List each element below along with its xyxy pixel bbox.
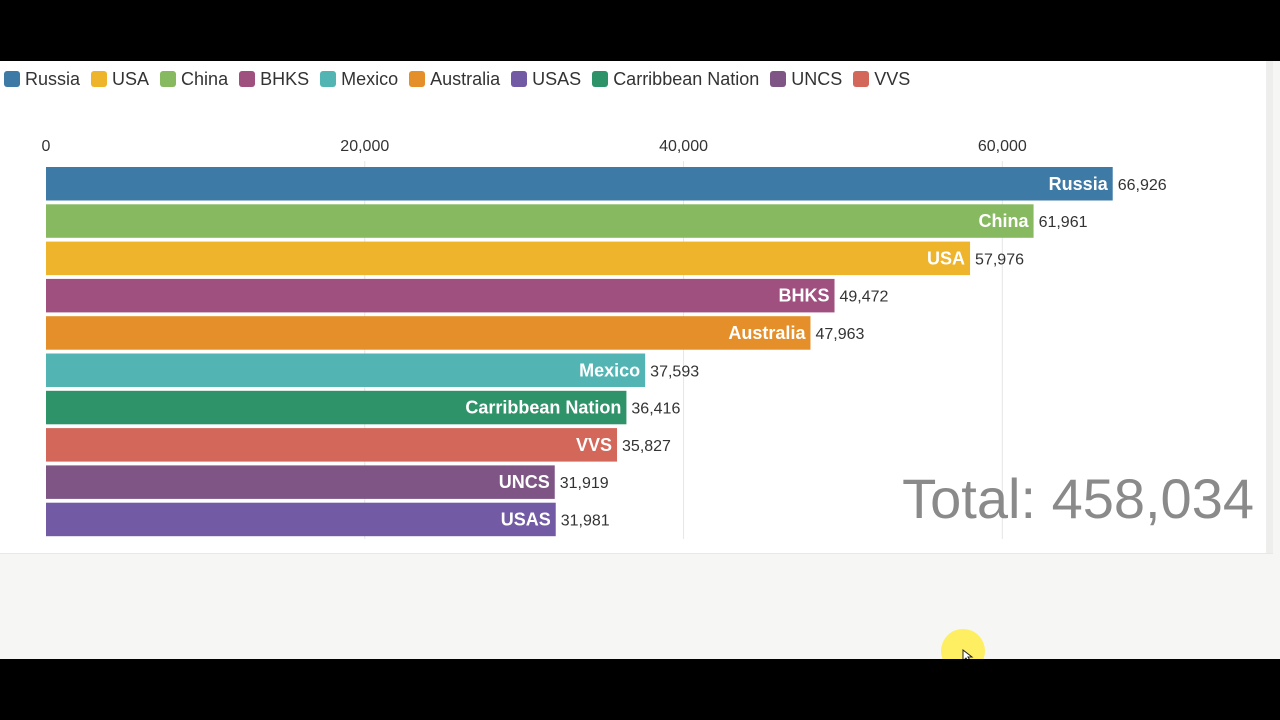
legend-swatch (91, 71, 108, 87)
scrollbar[interactable] (1266, 61, 1273, 553)
bar-value-label: 36,416 (631, 401, 680, 418)
legend-label: BHKS (260, 68, 310, 89)
legend-label: Carribbean Nation (613, 68, 760, 89)
legend-item: Russia (4, 69, 80, 90)
chart-panel: Russia USA China BHKS Mexico Australia USAS Car… (0, 61, 1273, 554)
x-tick-label: 0 (42, 138, 51, 155)
legend-label: Australia (430, 68, 501, 89)
legend-item: Mexico (320, 69, 398, 90)
legend-swatch (511, 71, 528, 87)
bar-value-label: 37,593 (650, 363, 699, 380)
x-tick-label: 20,000 (340, 138, 389, 155)
legend-label: USA (112, 68, 150, 89)
bar-category-label: UNCS (499, 472, 550, 492)
bar (46, 465, 555, 499)
legend-swatch (409, 71, 426, 87)
bar-value-label: 31,981 (561, 512, 610, 529)
legend-swatch (320, 71, 337, 87)
bar-category-label: USAS (501, 509, 551, 529)
legend-item: USAS (511, 69, 581, 90)
bar (46, 241, 971, 276)
bar-category-label: China (979, 211, 1030, 231)
bar-category-label: Carribbean Nation (465, 398, 621, 418)
bar-category-label: USA (927, 248, 965, 268)
bar (46, 390, 627, 425)
legend-swatch (853, 71, 870, 87)
bar-chart: 0 20,000 40,000 60,000 Russia 66,926 China 61,9… (42, 138, 1254, 539)
bar-value-label: 31,919 (560, 475, 609, 492)
legend-item: VVS (853, 69, 910, 90)
bar-value-label: 66,926 (1118, 177, 1167, 194)
legend-label: UNCS (791, 68, 843, 89)
mouse-pointer-icon (962, 649, 974, 659)
legend-swatch (239, 71, 256, 87)
x-tick-label: 60,000 (978, 138, 1027, 155)
bar-value-label: 47,963 (815, 326, 864, 343)
bar (46, 353, 646, 387)
bar-category-label: Mexico (579, 360, 640, 380)
legend-swatch (770, 71, 787, 87)
legend-swatch (160, 71, 177, 87)
total-label: Total: 458,034 (902, 467, 1254, 530)
bar-category-label: Russia (1049, 174, 1109, 194)
bar (46, 278, 835, 313)
bar (46, 428, 618, 462)
bar-value-label: 61,961 (1039, 214, 1088, 231)
x-tick-label: 40,000 (659, 138, 708, 155)
legend-item: UNCS (770, 69, 842, 90)
legend-label: VVS (874, 68, 911, 89)
bar-category-label: Australia (728, 323, 806, 343)
legend-item: Carribbean Nation (592, 69, 759, 90)
bar-value-label: 49,472 (840, 289, 889, 306)
legend-swatch (592, 71, 609, 87)
legend-label: China (181, 68, 229, 89)
bar-value-label: 57,976 (975, 251, 1024, 268)
legend-item: USA (91, 69, 149, 90)
legend-swatch (4, 71, 20, 87)
bar-category-label: BHKS (778, 286, 829, 306)
bar (46, 167, 1113, 201)
bar (46, 316, 811, 350)
legend-label: Mexico (341, 68, 399, 89)
legend-item: BHKS (239, 69, 309, 90)
legend-item: Australia (409, 69, 500, 90)
legend-label: USAS (532, 68, 582, 89)
bar (46, 502, 556, 537)
chart-stage: Russia USA China BHKS Mexico Australia USAS Car… (0, 61, 1280, 659)
bar-category-label: VVS (576, 435, 612, 455)
bar-value-label: 35,827 (622, 438, 671, 455)
legend-label: Russia (25, 68, 81, 89)
legend: Russia USA China BHKS Mexico Australia USAS Car… (4, 68, 921, 90)
legend-item: China (160, 69, 228, 90)
bar (46, 204, 1034, 238)
